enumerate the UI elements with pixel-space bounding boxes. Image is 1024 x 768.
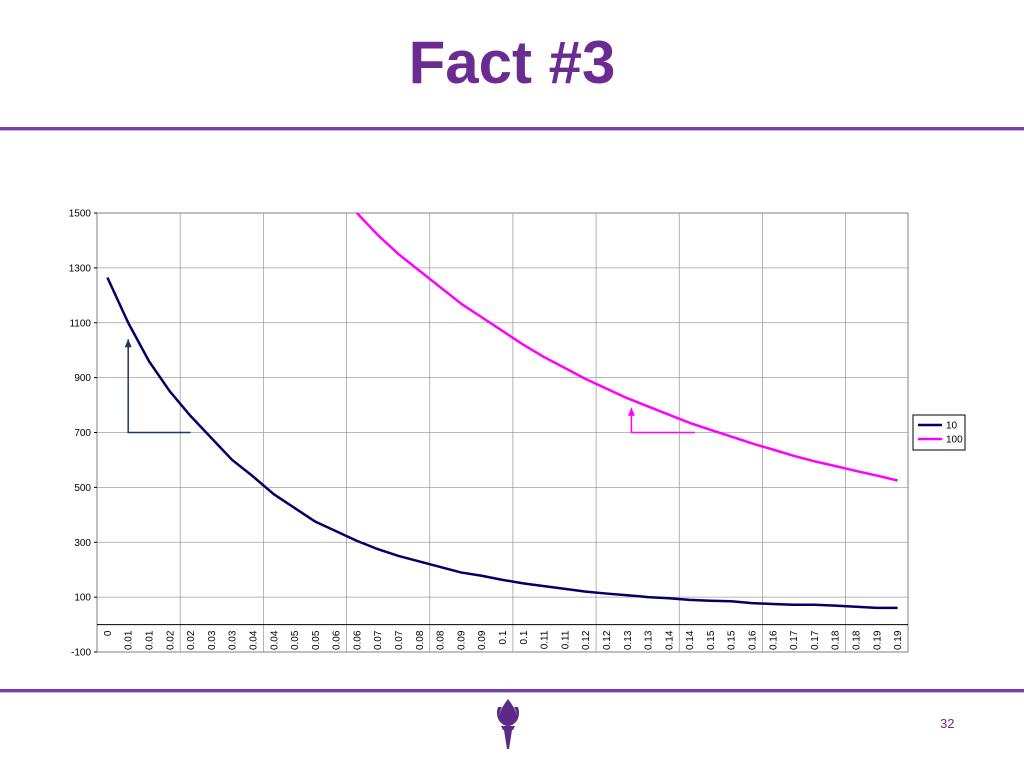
- slope-marker-1: [630, 407, 695, 434]
- x-tick-label: 0.16: [768, 630, 779, 650]
- y-tick-label: 1300: [69, 263, 92, 274]
- x-tick-label: 0.18: [831, 630, 842, 650]
- x-tick-label: 0.05: [311, 630, 322, 650]
- y-tick-label: 700: [74, 428, 91, 439]
- x-tick-label: 0.02: [186, 630, 197, 650]
- y-tick-label: 300: [74, 538, 91, 549]
- legend-label-100: 100: [946, 435, 963, 446]
- x-tick-label: 0.03: [207, 630, 218, 650]
- x-tick-label: 0.11: [540, 630, 551, 649]
- series-lines: [106, 212, 898, 610]
- x-tick-label: 0.19: [872, 630, 883, 650]
- page-number: 32: [940, 716, 955, 731]
- x-tick-label: 0.15: [706, 630, 717, 650]
- bottom-divider: [0, 689, 1024, 692]
- legend-box: [912, 414, 966, 451]
- series-line-100: [356, 212, 898, 482]
- torch-icon: [497, 699, 519, 749]
- x-tick-label: 0.1: [498, 630, 509, 644]
- x-tick-label: 0.12: [581, 630, 592, 650]
- x-tick-label: 0.13: [644, 630, 655, 650]
- x-tick-label: 0: [103, 630, 114, 636]
- grid-lines: [97, 213, 908, 652]
- top-divider: [0, 127, 1024, 130]
- x-tick-label: 0.17: [810, 630, 821, 650]
- slope-marker-0: [127, 339, 191, 434]
- x-tick-label: 0.07: [373, 630, 384, 650]
- x-tick-label: 0.04: [248, 630, 259, 650]
- y-tick-label: 1500: [69, 209, 92, 220]
- x-tick-label: 0.18: [852, 630, 863, 650]
- x-tick-label: 0.11: [560, 630, 571, 649]
- x-tick-label: 0.1: [519, 630, 530, 644]
- x-tick-label: 0.01: [124, 630, 135, 650]
- y-tick-label: 900: [74, 373, 91, 384]
- line-chart: -100 100 300 500 700 900 1100 1300 1500 0 0.01 0.0…: [69, 209, 966, 659]
- x-tick-label: 0.07: [394, 630, 405, 650]
- x-tick-label: 0.03: [228, 630, 239, 650]
- x-tick-label: 0.01: [144, 630, 155, 650]
- slope-arrowhead-0: [124, 339, 132, 348]
- x-tick-label: 0.14: [664, 630, 675, 650]
- x-tick-label: 0.12: [602, 630, 613, 650]
- slide-title: Fact #3: [408, 29, 616, 96]
- x-tick-label: 0.09: [456, 630, 467, 650]
- x-axis-ticks: 0 0.01 0.01 0.02 0.02 0.03 0.03 0.04 0.04 0.05 0.0…: [103, 630, 904, 650]
- y-axis-ticks: -100 100 300 500 700 900 1100 1300 1500: [69, 209, 97, 659]
- x-tick-label: 0.16: [748, 630, 759, 650]
- x-tick-label: 0.06: [332, 630, 343, 650]
- x-tick-label: 0.06: [352, 630, 363, 650]
- legend-label-10: 10: [946, 421, 958, 432]
- series-line-10: [106, 276, 898, 610]
- x-tick-label: 0.15: [727, 630, 738, 650]
- slope-annotations: [124, 339, 695, 434]
- x-tick-label: 0.17: [789, 630, 800, 650]
- x-tick-label: 0.08: [436, 630, 447, 650]
- x-tick-label: 0.09: [477, 630, 488, 650]
- y-tick-label: 1100: [69, 318, 91, 329]
- y-tick-label: 500: [74, 483, 91, 494]
- x-tick-label: 0.04: [269, 630, 280, 650]
- x-tick-label: 0.13: [623, 630, 634, 650]
- x-tick-label: 0.19: [893, 630, 904, 650]
- x-tick-label: 0.02: [165, 630, 176, 650]
- x-tick-label: 0.05: [290, 630, 301, 650]
- x-tick-label: 0.14: [685, 630, 696, 650]
- y-tick-label: 100: [74, 593, 91, 604]
- x-tick-label: 0.08: [415, 630, 426, 650]
- y-tick-label: -100: [71, 648, 91, 659]
- slope-arrowhead-1: [627, 407, 635, 416]
